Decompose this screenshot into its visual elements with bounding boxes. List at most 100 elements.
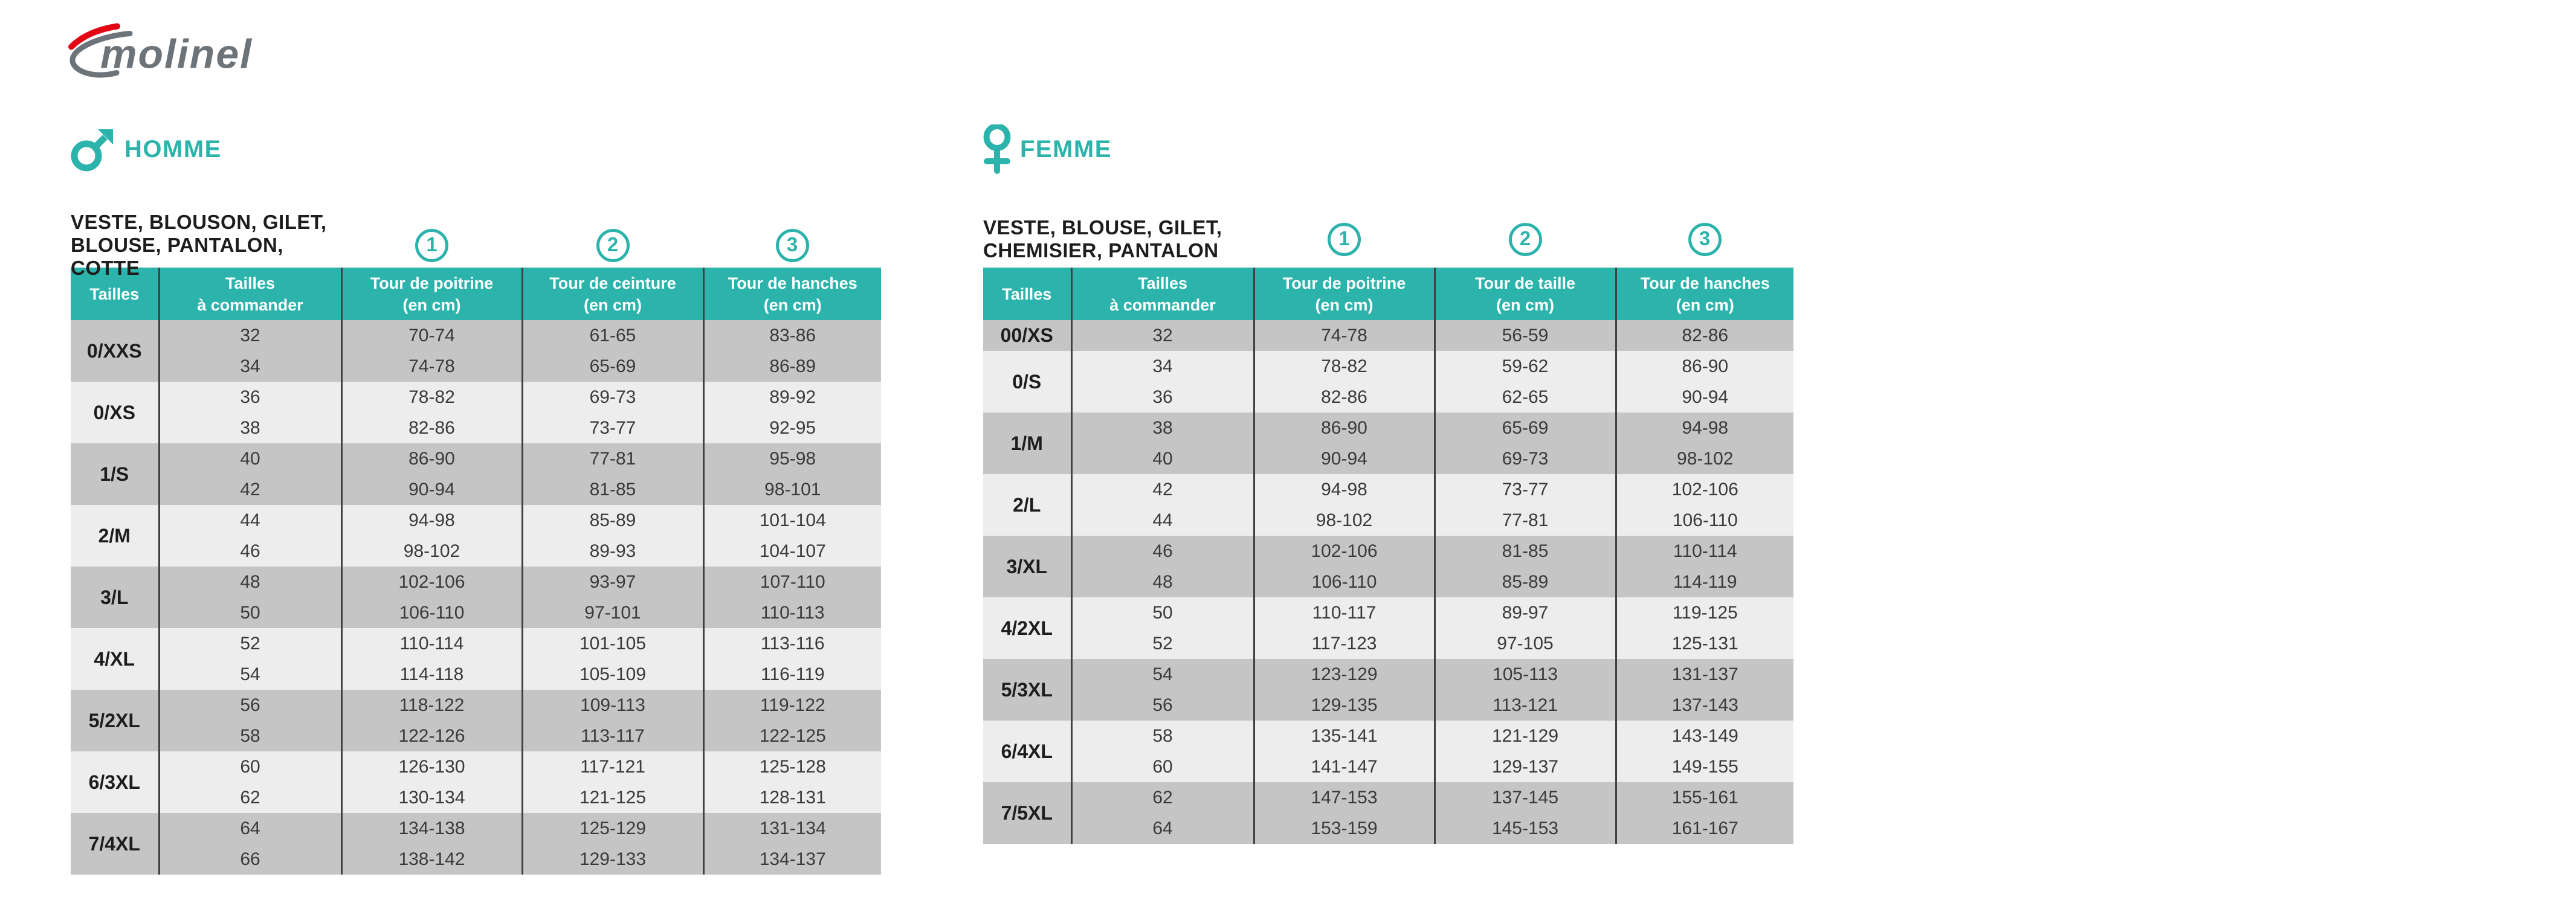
- size-cell: 134-138: [340, 813, 522, 844]
- size-cell: 125-131: [1615, 628, 1793, 659]
- size-cell: 54: [1070, 659, 1254, 690]
- size-cell: 126-130: [340, 751, 522, 782]
- size-cell: 121-125: [521, 782, 703, 813]
- size-row: 4/2XL 50 110-117 89-97 119-125: [983, 597, 1793, 659]
- size-row: 40 90-94 69-73 98-102: [983, 443, 1793, 474]
- section-homme: HOMME VESTE, BLOUSON, GILET, BLOUSE, PAN…: [71, 124, 881, 875]
- size-cell: 58: [1070, 721, 1254, 751]
- column-header: Tour de hanches (en cm): [702, 268, 881, 320]
- size-cell: 82-86: [1253, 382, 1435, 413]
- size-cell: 98-101: [702, 474, 881, 505]
- size-row: 5/2XL 56 118-122 109-113 119-122: [71, 690, 881, 751]
- size-cell: 40: [158, 443, 341, 474]
- size-row: 52 117-123 97-105 125-131: [983, 628, 1793, 659]
- section-title-femme: FEMME: [1020, 135, 1112, 162]
- size-cell: 52: [158, 628, 341, 659]
- femme-garment-line-2: CHEMISIER, PANTALON: [983, 239, 1219, 262]
- size-cell: 34: [158, 351, 341, 382]
- size-cell: 32: [1070, 320, 1254, 351]
- size-cell: 77-81: [521, 443, 703, 474]
- size-cell: 86-89: [702, 351, 881, 382]
- femme-garment-line-1: VESTE, BLOUSE, GILET,: [983, 216, 1222, 239]
- size-cell: 65-69: [1433, 413, 1616, 443]
- size-cell: 44: [158, 505, 341, 536]
- size-cell: 46: [1070, 536, 1254, 567]
- size-cell: 95-98: [702, 443, 881, 474]
- size-cell: 89-97: [1433, 597, 1616, 628]
- size-cell: 85-89: [521, 505, 703, 536]
- size-cell: 106-110: [1253, 567, 1435, 597]
- size-cell: 69-73: [521, 382, 703, 413]
- size-row: 64 153-159 145-153 161-167: [983, 813, 1793, 844]
- size-cell: 81-85: [1433, 536, 1616, 567]
- size-cell: 94-98: [1615, 413, 1793, 443]
- size-cell: 119-125: [1615, 597, 1793, 628]
- size-row: 6/3XL 60 126-130 117-121 125-128: [71, 751, 881, 813]
- size-row: 60 141-147 129-137 149-155: [983, 751, 1793, 782]
- size-row: 0/S 34 78-82 59-62 86-90: [983, 351, 1793, 413]
- homme-garment-list: VESTE, BLOUSON, GILET, BLOUSE, PANTALON,…: [71, 211, 341, 280]
- size-cell: 52: [1070, 628, 1254, 659]
- femme-garment-list: VESTE, BLOUSE, GILET, CHEMISIER, PANTALO…: [983, 216, 1254, 262]
- size-group-label: 7/5XL: [983, 782, 1071, 844]
- size-cell: 131-137: [1615, 659, 1793, 690]
- column-header: Tour de taille (en cm): [1433, 268, 1616, 320]
- homme-size-table: Tailles Tailles à commander Tour de poitrin…: [71, 268, 881, 875]
- size-cell: 135-141: [1253, 721, 1435, 751]
- size-cell: 145-153: [1433, 813, 1616, 844]
- size-cell: 62: [158, 782, 341, 813]
- size-cell: 117-121: [521, 751, 703, 782]
- size-cell: 60: [1070, 751, 1254, 782]
- section-femme: FEMME VESTE, BLOUSE, GILET, CHEMISIER, P…: [983, 124, 1793, 844]
- size-row: 4/XL 52 110-114 101-105 113-116: [71, 628, 881, 690]
- size-cell: 85-89: [1433, 567, 1616, 597]
- size-group-label: 2/M: [71, 505, 159, 567]
- size-cell: 121-129: [1433, 721, 1616, 751]
- size-cell: 73-77: [521, 413, 703, 443]
- size-row: 42 90-94 81-85 98-101: [71, 474, 881, 505]
- size-cell: 101-105: [521, 628, 703, 659]
- size-group-label: 5/3XL: [983, 659, 1071, 721]
- size-cell: 114-118: [340, 659, 522, 690]
- size-cell: 90-94: [340, 474, 522, 505]
- measure-badge-2: 2: [1508, 222, 1542, 256]
- size-cell: 89-92: [702, 382, 881, 413]
- size-cell: 36: [158, 382, 341, 413]
- size-cell: 106-110: [340, 597, 522, 628]
- size-cell: 78-82: [340, 382, 522, 413]
- size-row: 66 138-142 129-133 134-137: [71, 844, 881, 875]
- homme-garment-line-2: BLOUSE, PANTALON, COTTE: [71, 234, 283, 279]
- header-row: Tailles Tailles à commander Tour de poitrin…: [983, 268, 1793, 320]
- size-cell: 50: [158, 597, 341, 628]
- size-cell: 73-77: [1433, 474, 1616, 505]
- size-cell: 65-69: [521, 351, 703, 382]
- size-row: 1/S 40 86-90 77-81 95-98: [71, 443, 881, 505]
- size-cell: 90-94: [1615, 382, 1793, 413]
- measure-badge-1: 1: [415, 228, 448, 262]
- size-group-label: 6/4XL: [983, 721, 1071, 782]
- measure-badge-1: 1: [1328, 222, 1361, 256]
- size-cell: 129-137: [1433, 751, 1616, 782]
- size-cell: 107-110: [702, 567, 881, 597]
- size-row: 6/4XL 58 135-141 121-129 143-149: [983, 721, 1793, 782]
- size-group-label: 2/L: [983, 474, 1071, 536]
- size-group-label: 1/S: [71, 443, 159, 505]
- measure-badge-2: 2: [596, 228, 630, 262]
- size-cell: 102-106: [340, 567, 522, 597]
- size-cell: 56-59: [1433, 320, 1616, 351]
- size-cell: 36: [1070, 382, 1254, 413]
- size-cell: 98-102: [1253, 505, 1435, 536]
- size-cell: 104-107: [702, 536, 881, 567]
- size-row: 48 106-110 85-89 114-119: [983, 567, 1793, 597]
- size-cell: 48: [1070, 567, 1254, 597]
- size-cell: 125-128: [702, 751, 881, 782]
- size-cell: 89-93: [521, 536, 703, 567]
- size-row: 2/M 44 94-98 85-89 101-104: [71, 505, 881, 567]
- homme-table-caption-row: VESTE, BLOUSON, GILET, BLOUSE, PANTALON,…: [71, 211, 881, 279]
- femme-table-caption-row: VESTE, BLOUSE, GILET, CHEMISIER, PANTALO…: [983, 211, 1793, 268]
- femme-size-table: Tailles Tailles à commander Tour de poitrin…: [983, 268, 1793, 844]
- size-cell: 134-137: [702, 844, 881, 875]
- size-group-label: 0/S: [983, 351, 1071, 413]
- size-cell: 42: [158, 474, 341, 505]
- size-cell: 78-82: [1253, 351, 1435, 382]
